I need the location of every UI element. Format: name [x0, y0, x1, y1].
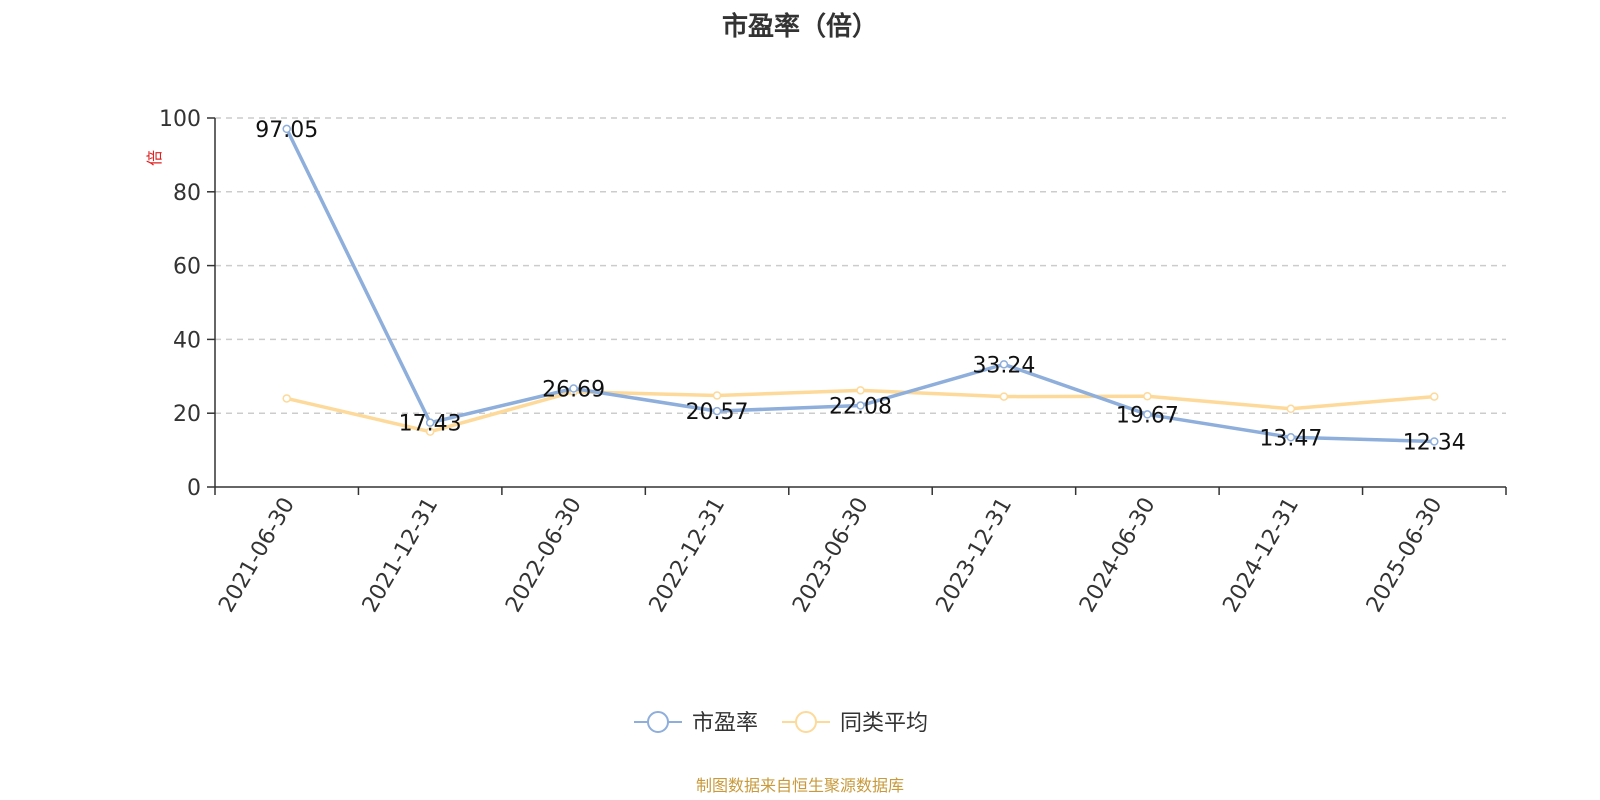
data-label: 19.67: [1116, 403, 1179, 428]
y-tick-label: 100: [159, 107, 201, 132]
x-tick-label: 2024-06-30: [1075, 494, 1161, 617]
data-point: [856, 401, 865, 410]
data-point: [425, 418, 435, 427]
y-tick-label: 0: [187, 476, 201, 501]
data-point: [569, 384, 578, 393]
chart-title: 市盈率（倍）: [721, 12, 878, 42]
y-tick-label: 60: [173, 255, 201, 280]
data-point: [999, 392, 1009, 401]
data-label: 13.47: [1259, 426, 1322, 451]
data-point: [712, 391, 722, 400]
data-label: 26.69: [542, 378, 605, 403]
data-point: [1286, 404, 1296, 414]
legend-label: 市盈率: [692, 711, 758, 736]
data-point: [1430, 392, 1439, 401]
x-tick-label: 2022-06-30: [501, 494, 587, 617]
data-point: [999, 360, 1009, 369]
data-point: [1286, 433, 1296, 442]
data-label: 22.08: [829, 395, 892, 420]
data-point: [856, 386, 865, 395]
data-point: [1430, 437, 1439, 446]
y-axis-label: 倍: [145, 150, 164, 166]
data-label: 12.34: [1403, 430, 1466, 455]
data-label: 17.43: [399, 412, 462, 437]
y-tick-label: 80: [173, 181, 201, 206]
y-tick-label: 20: [173, 402, 201, 427]
data-point: [1143, 410, 1152, 419]
data-point: [425, 427, 435, 436]
legend-label: 同类平均: [840, 711, 928, 736]
legend-marker: [795, 711, 817, 733]
x-tick-label: 2024-12-31: [1218, 494, 1304, 617]
data-point: [1143, 391, 1152, 401]
x-tick-label: 2023-06-30: [788, 494, 874, 617]
x-tick-label: 2021-06-30: [214, 494, 300, 617]
x-tick-label: 2025-06-30: [1362, 494, 1448, 617]
data-point: [712, 406, 722, 416]
y-tick-label: 40: [173, 328, 201, 353]
data-label: 33.24: [972, 353, 1035, 378]
x-tick-label: 2022-12-31: [645, 494, 731, 617]
data-point: [282, 124, 291, 134]
data-label: 20.57: [686, 400, 749, 425]
source-note: 制图数据来自恒生聚源数据库: [695, 776, 904, 795]
legend-marker: [647, 711, 669, 733]
data-label: 97.05: [255, 118, 318, 143]
x-tick-label: 2023-12-31: [932, 494, 1018, 617]
data-point: [282, 394, 291, 403]
x-tick-label: 2021-12-31: [358, 494, 444, 617]
